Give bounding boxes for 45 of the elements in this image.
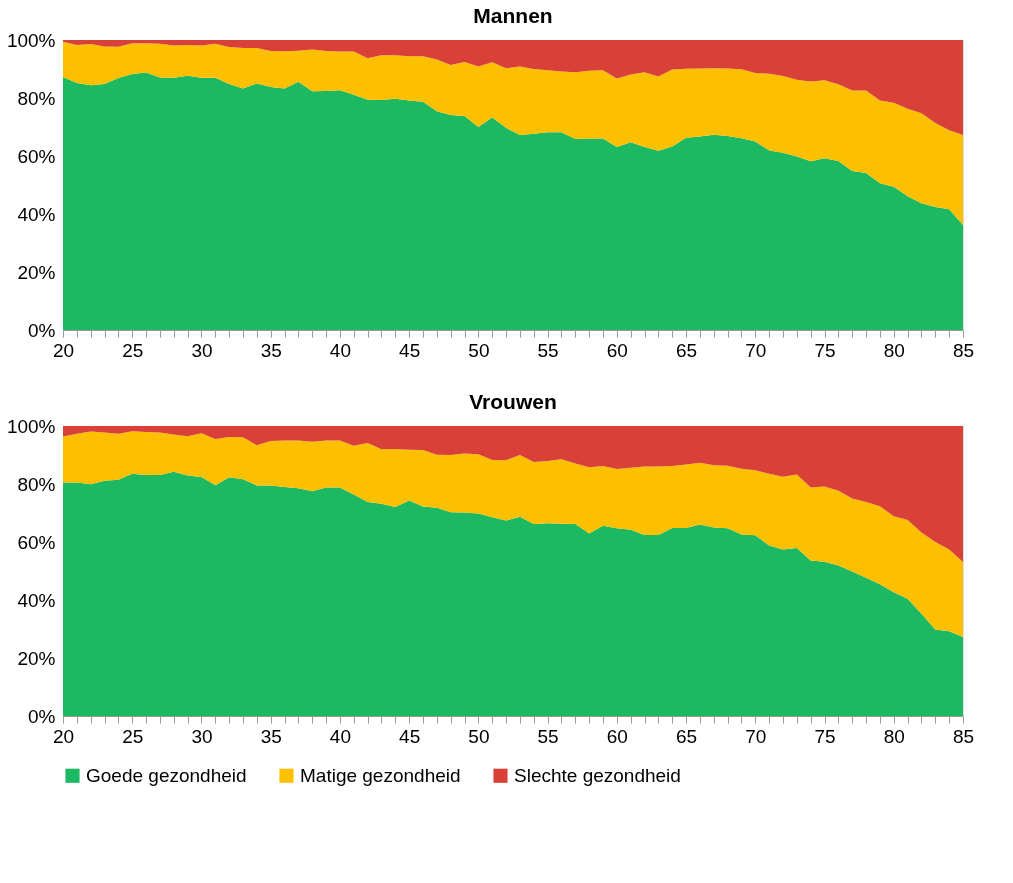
legend-label: Matige gezondheid xyxy=(300,764,461,786)
x-tick-label: 65 xyxy=(676,339,698,361)
y-tick-label: 0% xyxy=(28,705,56,727)
x-tick-label: 70 xyxy=(745,725,767,747)
y-tick-label: 60% xyxy=(17,531,56,553)
y-tick-label: 20% xyxy=(17,261,56,283)
x-tick-label: 80 xyxy=(883,725,905,747)
x-tick-label: 50 xyxy=(468,339,490,361)
y-tick-label: 60% xyxy=(17,145,56,167)
x-tick-label: 35 xyxy=(260,339,282,361)
x-tick-label: 40 xyxy=(329,339,351,361)
x-tick-label: 45 xyxy=(399,725,421,747)
x-tick-label: 85 xyxy=(952,725,975,747)
x-tick-label: 60 xyxy=(606,339,628,361)
chart-title: Mannen xyxy=(473,4,553,27)
legend-label: Goede gezondheid xyxy=(86,764,247,786)
x-tick-label: 45 xyxy=(399,339,421,361)
y-tick-label: 40% xyxy=(17,589,56,611)
y-tick-label: 40% xyxy=(17,203,56,225)
x-tick-label: 60 xyxy=(606,725,628,747)
x-tick-label: 75 xyxy=(814,725,836,747)
x-tick-label: 30 xyxy=(191,725,213,747)
x-tick-label: 75 xyxy=(814,339,836,361)
legend-label: Slechte gezondheid xyxy=(514,764,681,786)
y-tick-label: 100% xyxy=(6,415,56,437)
x-tick-label: 80 xyxy=(883,339,905,361)
x-tick-label: 25 xyxy=(122,725,144,747)
chart-title: Vrouwen xyxy=(469,390,557,413)
x-tick-label: 65 xyxy=(676,725,698,747)
y-tick-label: 20% xyxy=(17,647,56,669)
x-tick-label: 25 xyxy=(122,339,144,361)
y-tick-label: 100% xyxy=(6,29,56,51)
y-tick-label: 0% xyxy=(28,319,56,341)
x-tick-label: 35 xyxy=(260,725,282,747)
x-tick-label: 20 xyxy=(52,725,75,747)
x-tick-label: 50 xyxy=(468,725,490,747)
x-tick-label: 70 xyxy=(745,339,767,361)
x-tick-label: 55 xyxy=(537,339,559,361)
x-tick-label: 85 xyxy=(952,339,975,361)
x-tick-label: 55 xyxy=(537,725,559,747)
x-tick-label: 30 xyxy=(191,339,213,361)
y-tick-label: 80% xyxy=(17,473,56,495)
x-tick-label: 40 xyxy=(329,725,351,747)
y-tick-label: 80% xyxy=(17,87,56,109)
x-tick-label: 20 xyxy=(52,339,75,361)
